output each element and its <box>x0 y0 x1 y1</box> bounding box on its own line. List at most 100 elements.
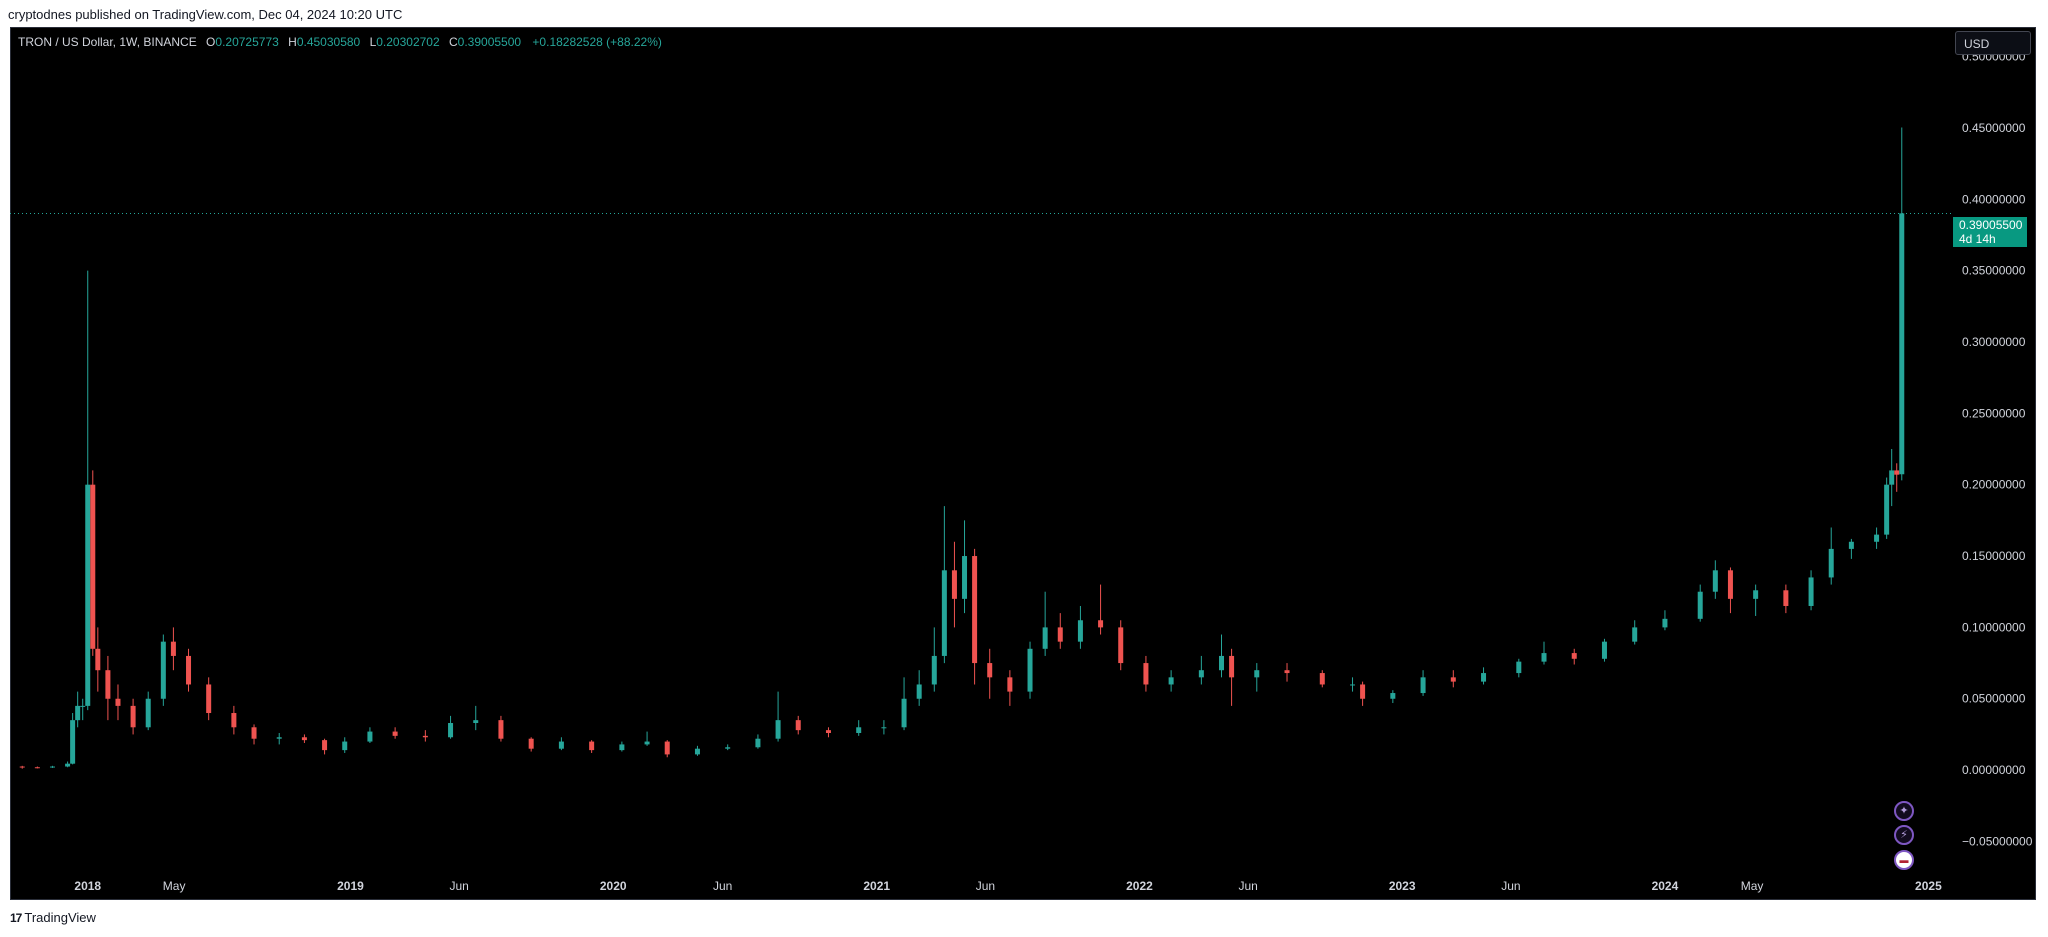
candle[interactable] <box>80 698 86 721</box>
candle[interactable] <box>962 520 968 614</box>
candle[interactable] <box>1118 620 1124 671</box>
candle[interactable] <box>589 740 595 753</box>
candle[interactable] <box>972 548 978 685</box>
candle[interactable] <box>1198 655 1204 685</box>
candle[interactable] <box>1229 648 1235 706</box>
candle[interactable] <box>987 648 993 699</box>
candle[interactable] <box>1450 670 1456 688</box>
candle[interactable] <box>1420 670 1426 696</box>
candle[interactable] <box>160 634 166 706</box>
candle[interactable] <box>301 734 307 743</box>
candle[interactable] <box>422 730 428 742</box>
candle[interactable] <box>1481 667 1487 685</box>
candle[interactable] <box>1027 641 1033 699</box>
candle[interactable] <box>75 691 81 728</box>
candle[interactable] <box>1360 681 1366 706</box>
candle[interactable] <box>755 734 761 749</box>
symbol-legend[interactable]: TRON / US Dollar, 1W, BINANCE O0.2072577… <box>18 35 662 49</box>
candle[interactable] <box>473 705 479 731</box>
candle[interactable] <box>901 677 907 731</box>
candle[interactable] <box>1753 584 1759 616</box>
candle[interactable] <box>1828 527 1834 585</box>
candle[interactable] <box>186 648 192 692</box>
candle[interactable] <box>1077 605 1083 649</box>
candle[interactable] <box>856 720 862 736</box>
candle[interactable] <box>206 677 212 721</box>
candle[interactable] <box>825 727 831 738</box>
candle[interactable] <box>49 765 55 768</box>
candle[interactable] <box>231 705 237 735</box>
candle[interactable] <box>1390 690 1396 704</box>
candle[interactable] <box>941 506 947 664</box>
candle[interactable] <box>170 627 176 671</box>
lightning-icon[interactable]: ⚡ <box>1894 825 1914 845</box>
candle-body <box>1899 213 1905 475</box>
candle[interactable] <box>95 627 101 692</box>
candle[interactable] <box>1783 584 1789 614</box>
candle-body <box>115 698 121 706</box>
candle[interactable] <box>115 684 121 721</box>
candle[interactable] <box>367 727 373 743</box>
candle[interactable] <box>1894 463 1900 492</box>
candle[interactable] <box>931 627 937 692</box>
candle[interactable] <box>1350 677 1356 692</box>
candle[interactable] <box>1571 648 1577 665</box>
candle[interactable] <box>1168 670 1174 692</box>
candle[interactable] <box>1057 613 1063 649</box>
candle[interactable] <box>90 470 96 656</box>
candle[interactable] <box>1219 634 1225 678</box>
candle[interactable] <box>1601 638 1607 662</box>
us-flag-icon[interactable]: ▬ <box>1894 850 1914 870</box>
candle[interactable] <box>498 715 504 742</box>
candle[interactable] <box>1254 663 1260 692</box>
candle[interactable] <box>694 745 700 756</box>
candle[interactable] <box>65 761 71 768</box>
candle[interactable] <box>951 541 957 628</box>
candle[interactable] <box>1632 620 1638 645</box>
candle[interactable] <box>775 691 781 742</box>
candle[interactable] <box>1697 584 1703 622</box>
currency-button[interactable]: USD <box>1955 31 2031 55</box>
candle[interactable] <box>276 732 282 745</box>
candle[interactable] <box>145 691 151 731</box>
candle[interactable] <box>1284 663 1290 682</box>
candle[interactable] <box>1098 584 1104 635</box>
candle[interactable] <box>916 670 922 706</box>
candle[interactable] <box>1889 449 1895 507</box>
candle[interactable] <box>70 713 76 765</box>
candle[interactable] <box>644 731 650 746</box>
sparkle-icon[interactable]: ✦ <box>1894 801 1914 821</box>
candle[interactable] <box>1143 655 1149 692</box>
candle[interactable] <box>725 744 731 751</box>
candle[interactable] <box>392 727 398 739</box>
candle[interactable] <box>19 765 25 769</box>
candle[interactable] <box>1541 641 1547 665</box>
candle[interactable] <box>795 715 801 735</box>
candle[interactable] <box>251 724 257 745</box>
candle[interactable] <box>105 655 111 721</box>
candle[interactable] <box>1874 527 1880 549</box>
candle[interactable] <box>1042 591 1048 656</box>
candle[interactable] <box>1712 560 1718 599</box>
candle[interactable] <box>1662 610 1668 631</box>
candle[interactable] <box>130 698 136 735</box>
candle[interactable] <box>1319 670 1325 688</box>
candle[interactable] <box>342 737 348 753</box>
candle[interactable] <box>1808 570 1814 611</box>
candle[interactable] <box>448 715 454 739</box>
candle[interactable] <box>558 737 564 751</box>
candle[interactable] <box>34 766 40 769</box>
candle[interactable] <box>1727 567 1733 614</box>
candle[interactable] <box>881 720 887 735</box>
candle[interactable] <box>1899 127 1905 481</box>
candle[interactable] <box>322 738 328 755</box>
candle[interactable] <box>85 270 91 711</box>
candle[interactable] <box>1848 538 1854 559</box>
candle[interactable] <box>619 741 625 752</box>
candle[interactable] <box>1007 670 1013 706</box>
candle[interactable] <box>528 737 534 752</box>
candle[interactable] <box>1516 658 1522 678</box>
candle[interactable] <box>664 740 670 758</box>
candle[interactable] <box>1884 477 1890 539</box>
